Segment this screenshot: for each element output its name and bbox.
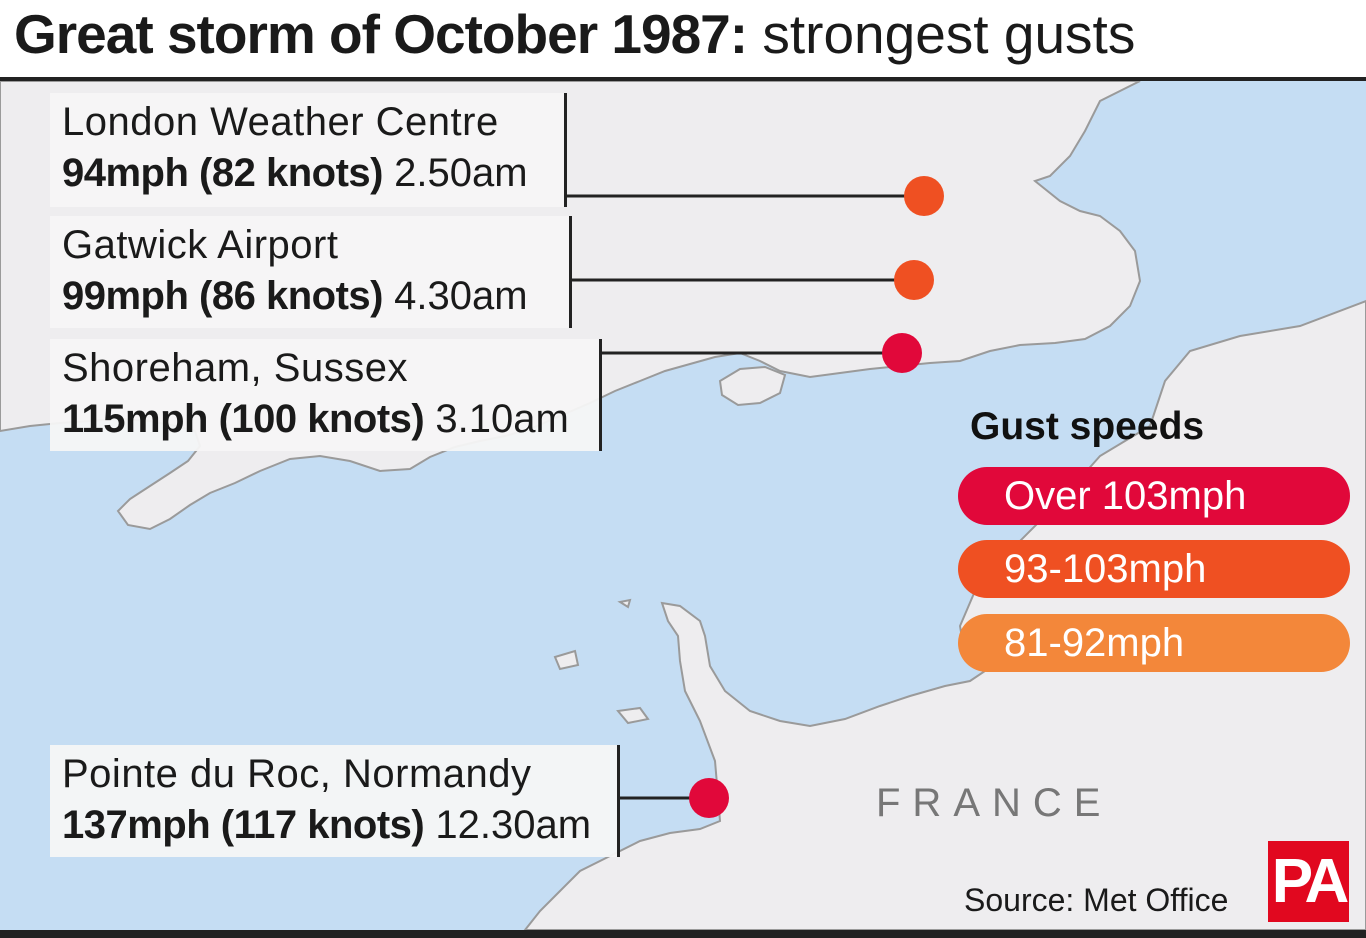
label-london: London Weather Centre 94mph (82 knots) 2… [50, 93, 567, 207]
label-shoreham-time: 3.10am [435, 397, 569, 441]
label-london-place: London Weather Centre [62, 100, 499, 144]
label-gatwick-place: Gatwick Airport [62, 223, 339, 267]
label-london-speed-line: 94mph (82 knots) 2.50am [62, 147, 554, 199]
legend-item-over-103: Over 103mph [958, 467, 1350, 525]
map-area: London Weather Centre 94mph (82 knots) 2… [0, 81, 1366, 930]
label-gatwick-speed: 99mph (86 knots) [62, 274, 383, 318]
title-sub: strongest gusts [762, 3, 1136, 65]
label-pointe-du-roc-speed: 137mph (117 knots) [62, 803, 425, 847]
label-shoreham-speed-line: 115mph (100 knots) 3.10am [62, 393, 589, 445]
label-pointe-du-roc-place: Pointe du Roc, Normandy [62, 752, 532, 796]
source-note: Source: Met Office [964, 882, 1229, 918]
top-rule [0, 77, 1366, 81]
channel-island-2 [616, 706, 650, 725]
marker-pointe-du-roc [689, 778, 729, 818]
legend-item-93-103: 93-103mph [958, 540, 1350, 598]
isle-of-wight [718, 365, 787, 407]
page-title: Great storm of October 1987: strongest g… [14, 0, 1354, 74]
label-pointe-du-roc: Pointe du Roc, Normandy 137mph (117 knot… [50, 745, 620, 857]
label-gatwick-speed-line: 99mph (86 knots) 4.30am [62, 270, 559, 322]
label-shoreham: Shoreham, Sussex 115mph (100 knots) 3.10… [50, 339, 602, 451]
label-shoreham-speed: 115mph (100 knots) [62, 397, 425, 441]
channel-island-1 [553, 649, 580, 671]
label-shoreham-place: Shoreham, Sussex [62, 346, 408, 390]
marker-london [904, 176, 944, 216]
label-london-speed: 94mph (82 knots) [62, 151, 383, 195]
marker-gatwick [894, 260, 934, 300]
label-gatwick-time: 4.30am [394, 274, 528, 318]
label-pointe-du-roc-speed-line: 137mph (117 knots) 12.30am [62, 799, 607, 851]
legend-title: Gust speeds [970, 405, 1205, 448]
label-pointe-du-roc-time: 12.30am [435, 803, 592, 847]
legend-item-81-92: 81-92mph [958, 614, 1350, 672]
title-main: Great storm of October 1987: [14, 3, 748, 65]
channel-island-3 [617, 598, 632, 609]
country-label-france: FRANCE [876, 781, 1113, 825]
bottom-rule [0, 930, 1366, 938]
pa-logo: PA [1268, 841, 1349, 922]
label-london-time: 2.50am [394, 151, 528, 195]
label-gatwick: Gatwick Airport 99mph (86 knots) 4.30am [50, 216, 572, 328]
marker-shoreham [882, 333, 922, 373]
